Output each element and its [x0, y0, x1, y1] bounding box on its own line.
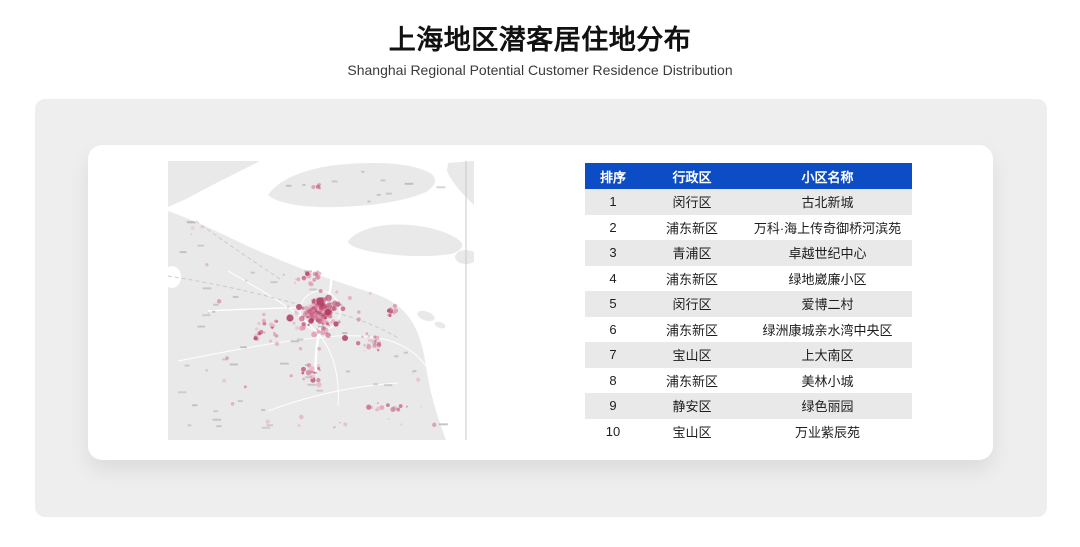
page-subtitle: Shanghai Regional Potential Customer Res…	[347, 62, 733, 78]
cell-community: 上大南区	[801, 348, 854, 364]
table-header-row: 排序 行政区 小区名称	[585, 163, 912, 189]
table-row: 3 青浦区 卓越世纪中心	[585, 240, 912, 266]
cell-community: 绿洲康城亲水湾中央区	[762, 322, 893, 338]
cell-community: 美林小城	[801, 373, 854, 389]
cell-district: 浦东新区	[665, 220, 718, 236]
table-row: 7 宝山区 上大南区	[585, 342, 912, 368]
table-row: 6 浦东新区 绿洲康城亲水湾中央区	[585, 317, 912, 343]
table-row: 9 静安区 绿色丽园	[585, 393, 912, 419]
cell-rank: 10	[605, 423, 621, 439]
cell-rank: 7	[609, 347, 617, 363]
cell-district: 宝山区	[672, 424, 712, 440]
cell-community: 万科·海上传奇御桥河滨苑	[753, 220, 902, 236]
header-rank: 排序	[585, 163, 641, 189]
cell-rank: 5	[609, 296, 617, 312]
content-card: 排序 行政区 小区名称 1 闵行区 古北新城 2 浦东新区 万科·海上传奇御桥河滨苑 3 青浦…	[88, 145, 993, 460]
content-panel: 排序 行政区 小区名称 1 闵行区 古北新城 2 浦东新区 万科·海上传奇御桥河滨苑 3 青浦…	[35, 99, 1047, 517]
ranking-table-container: 排序 行政区 小区名称 1 闵行区 古北新城 2 浦东新区 万科·海上传奇御桥河滨苑 3 青浦…	[585, 163, 912, 444]
cell-community: 绿色丽园	[801, 399, 854, 415]
cell-district: 浦东新区	[665, 373, 718, 389]
header-community: 小区名称	[743, 163, 912, 189]
cell-community: 万业紫辰苑	[794, 424, 860, 440]
table-row: 5 闵行区 爱博二村	[585, 291, 912, 317]
table-row: 1 闵行区 古北新城	[585, 189, 912, 215]
map-svg	[163, 161, 477, 440]
cell-community: 古北新城	[801, 195, 854, 211]
cell-district: 浦东新区	[665, 271, 718, 287]
cell-district: 青浦区	[672, 246, 712, 262]
table-row: 8 浦东新区 美林小城	[585, 368, 912, 394]
table-row: 10 宝山区 万业紫辰苑	[585, 419, 912, 445]
cell-district: 静安区	[672, 399, 712, 415]
cell-district: 浦东新区	[665, 322, 718, 338]
ranking-table: 排序 行政区 小区名称 1 闵行区 古北新城 2 浦东新区 万科·海上传奇御桥河滨苑 3 青浦…	[585, 163, 912, 444]
cell-community: 绿地崴廉小区	[788, 271, 867, 287]
cell-district: 闵行区	[672, 297, 712, 313]
cell-rank: 1	[609, 194, 617, 210]
cell-rank: 4	[609, 270, 617, 286]
header-district: 行政区	[641, 163, 743, 189]
page-header: 上海地区潜客居住地分布 Shanghai Regional Potential …	[0, 24, 1080, 78]
cell-community: 爱博二村	[801, 297, 854, 313]
shanghai-map	[163, 161, 477, 440]
cell-rank: 2	[609, 219, 617, 235]
cell-rank: 6	[609, 321, 617, 337]
cell-district: 闵行区	[672, 195, 712, 211]
cell-rank: 9	[609, 398, 617, 414]
table-row: 4 浦东新区 绿地崴廉小区	[585, 266, 912, 292]
table-row: 2 浦东新区 万科·海上传奇御桥河滨苑	[585, 215, 912, 241]
cell-district: 宝山区	[672, 348, 712, 364]
cell-rank: 3	[609, 245, 617, 261]
cell-community: 卓越世纪中心	[788, 246, 867, 262]
page-title: 上海地区潜客居住地分布	[388, 25, 692, 55]
cell-rank: 8	[609, 372, 617, 388]
